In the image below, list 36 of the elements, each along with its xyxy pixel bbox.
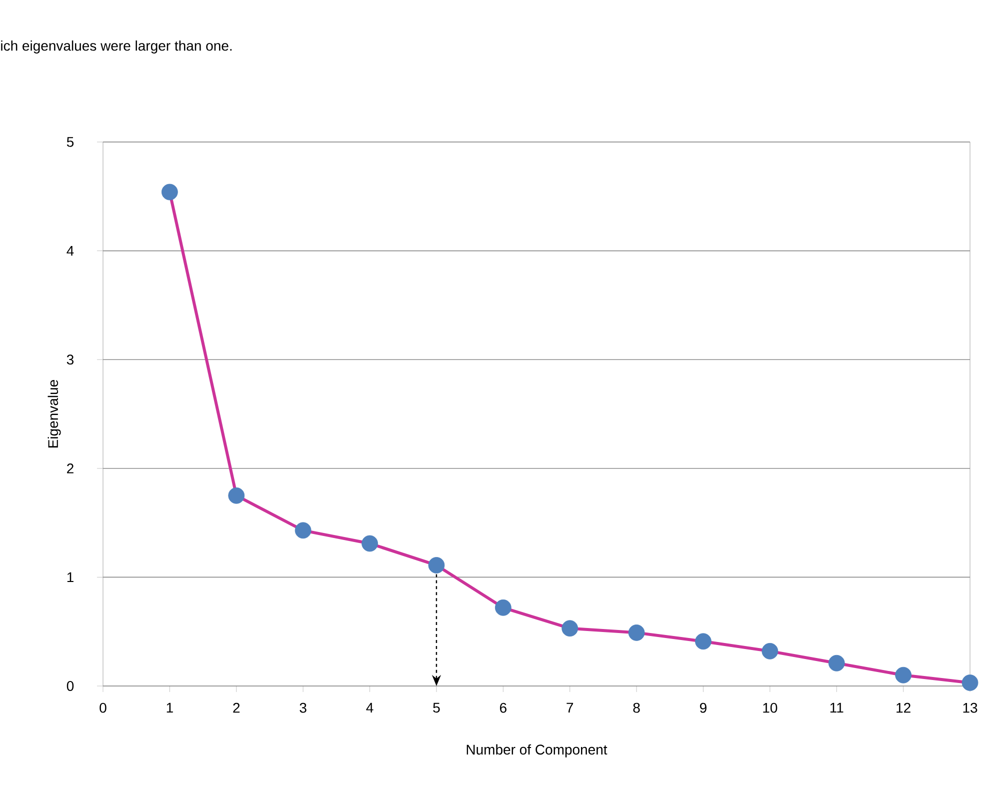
x-tick-label: 13 (963, 702, 978, 713)
x-tick-label: 9 (700, 702, 706, 713)
y-tick-label: 0 (66, 681, 74, 691)
y-tick-label: 4 (66, 246, 74, 256)
point (294, 522, 312, 539)
x-tick-label: 0 (100, 702, 106, 713)
text: ich eigenvalues were larger than one. (1, 40, 232, 54)
point (628, 624, 645, 641)
point (695, 633, 712, 650)
point (562, 620, 578, 637)
y-tick-label: 2 (67, 464, 74, 474)
x-tick-label: 11 (830, 702, 844, 712)
y-tick-label: 1 (67, 572, 74, 582)
point (895, 666, 912, 684)
x-axis-title: Number of Component (466, 744, 608, 758)
x-tick-label: 10 (763, 702, 778, 713)
point (962, 674, 978, 691)
y-tick-label: 5 (66, 137, 74, 147)
x-tick-label: 3 (300, 702, 306, 713)
y-tick-label: 3 (66, 354, 74, 365)
point (494, 599, 512, 616)
x-tick-label: 2 (233, 702, 240, 713)
x-tick-label: 1 (166, 702, 173, 712)
x-tick-label: 6 (500, 702, 506, 713)
x-tick-label: 12 (896, 702, 910, 713)
x-tick-label: 8 (633, 702, 640, 713)
x-tick-label: 7 (566, 702, 574, 712)
x-tick-label: 5 (433, 702, 440, 713)
point (428, 557, 445, 574)
point (762, 642, 778, 660)
point (362, 535, 378, 552)
point (161, 184, 178, 200)
x-tick-label: 4 (366, 702, 374, 712)
point (828, 654, 845, 672)
point (228, 487, 245, 504)
y-axis-title: Eigenvalue (48, 380, 61, 448)
